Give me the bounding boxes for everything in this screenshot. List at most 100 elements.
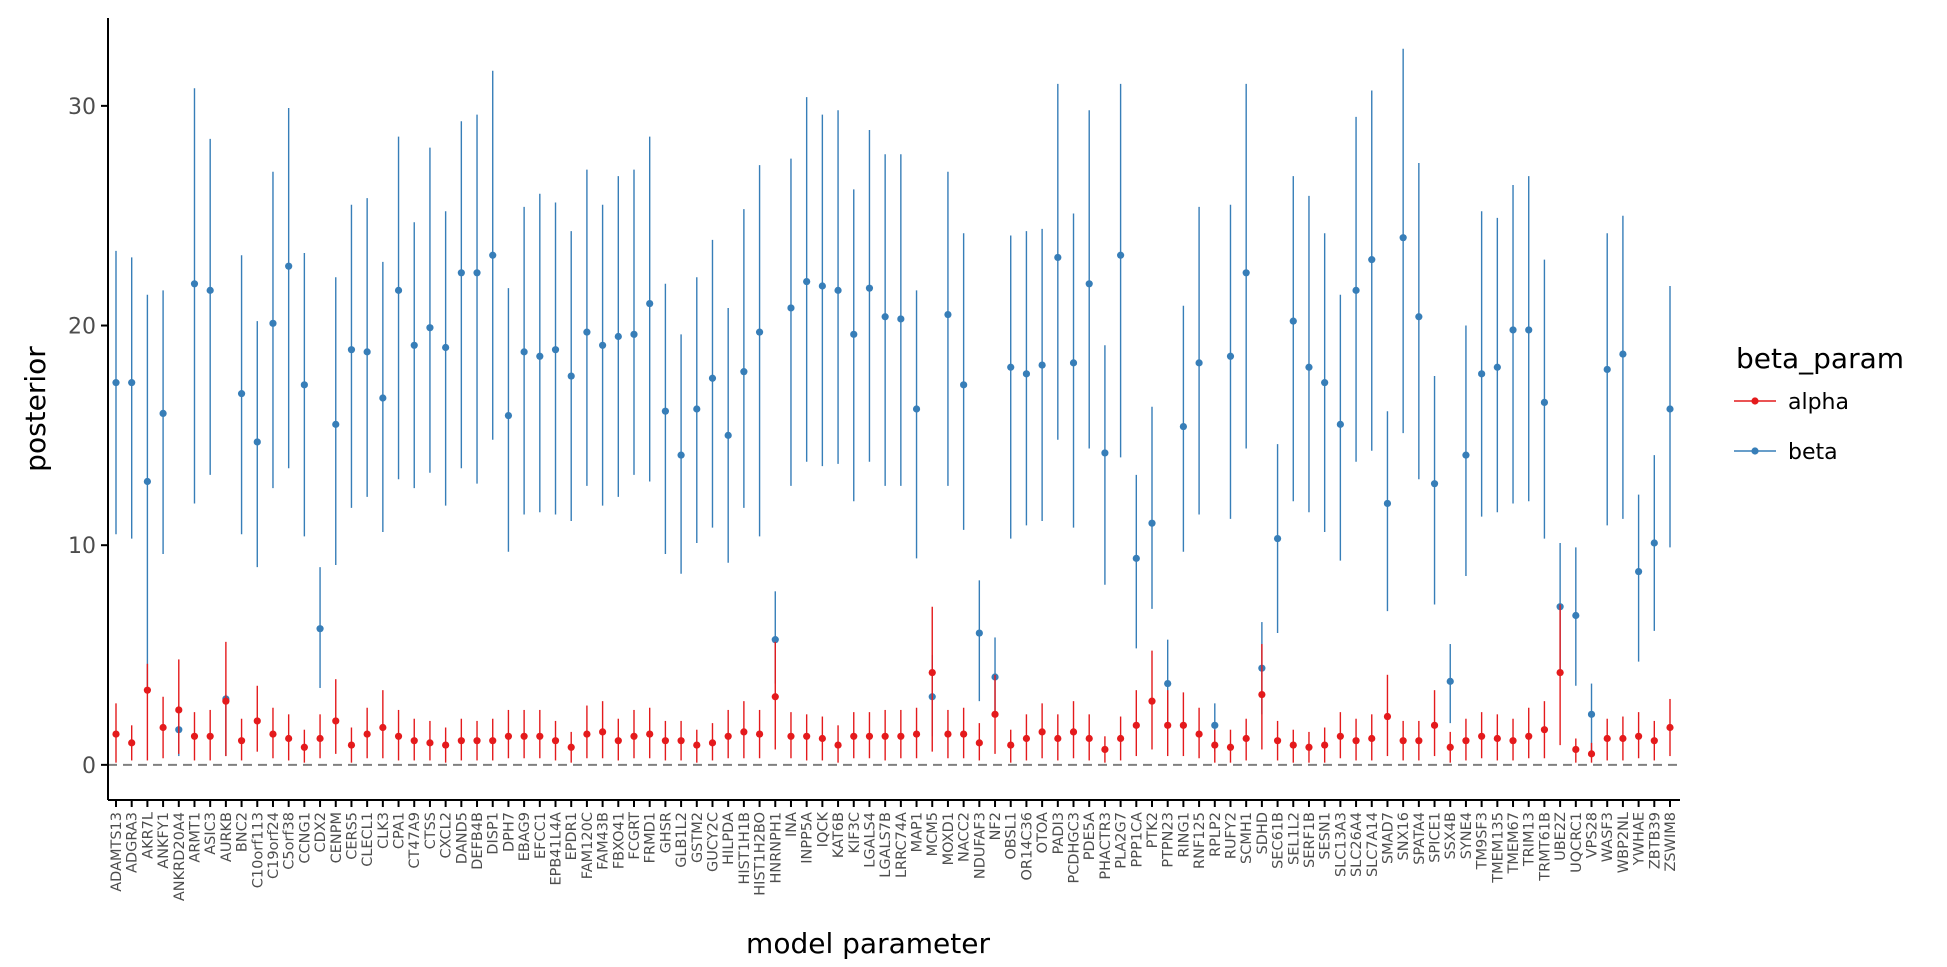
beta-point-DISP1	[489, 251, 497, 259]
x-tick-label: MCM5	[925, 812, 941, 856]
alpha-point-C10orf113	[253, 717, 261, 725]
alpha-point-RNF125	[1195, 730, 1203, 738]
x-tick-label: KAT6B	[831, 812, 847, 858]
alpha-point-TMEM67	[1509, 737, 1517, 745]
beta-point-HILPDA	[724, 431, 732, 439]
alpha-point-LRRC74A	[897, 732, 905, 740]
alpha-point-SLC7A14	[1368, 734, 1376, 743]
x-tick-label: NF2	[988, 812, 1004, 840]
alpha-point-ARMT1	[190, 732, 199, 740]
alpha-point-SSX4B	[1446, 743, 1454, 751]
x-tick-label: DPH7	[501, 812, 517, 852]
x-tick-label: FAM43B	[596, 812, 612, 870]
x-tick-label: LRRC74A	[894, 812, 910, 878]
x-tick-label: MAP1	[910, 812, 926, 852]
x-tick-label: CLK3	[376, 812, 392, 849]
beta-point-RNF125	[1195, 359, 1203, 367]
alpha-point-C19orf24	[269, 730, 277, 738]
beta-point-FBXO41	[614, 332, 622, 341]
beta-point-CDX2	[316, 625, 324, 633]
beta-point-INA	[787, 304, 795, 312]
beta-point-GSTM2	[693, 405, 701, 413]
alpha-point-IQCK	[818, 734, 826, 743]
alpha-point-SDHD	[1258, 690, 1266, 699]
x-tick-label: FAM120C	[580, 812, 596, 879]
beta-point-LGALS4	[865, 284, 874, 292]
alpha-point-TRMT61B	[1540, 726, 1549, 734]
beta-point-ADGRA3	[128, 379, 136, 387]
x-tick-label: EBAG9	[517, 812, 533, 861]
beta-point-SCMH1	[1242, 269, 1250, 277]
alpha-point-INA	[787, 732, 795, 740]
beta-point-C19orf24	[269, 319, 277, 327]
x-tick-label: EFCC1	[533, 812, 549, 859]
alpha-point-FBXO41	[614, 737, 622, 745]
beta-point-ANKFY1	[159, 409, 167, 417]
alpha-point-SEC61B	[1273, 737, 1282, 745]
alpha-point-SLC13A3	[1336, 732, 1344, 740]
series-beta	[112, 48, 1674, 757]
alpha-point-DISP1	[489, 737, 497, 745]
x-tick-label: SMAD7	[1380, 812, 1396, 864]
alpha-point-FCGRT	[630, 732, 638, 740]
x-tick-label: DAND5	[454, 812, 470, 864]
beta-point-OTOA	[1038, 361, 1046, 369]
y-axis: 0 10 20 30	[68, 18, 109, 800]
beta-point-MOXD1	[944, 310, 952, 319]
beta-point-SEC61B	[1273, 535, 1282, 543]
x-tick-label: CLECL1	[360, 812, 376, 867]
x-tick-label: ARMT1	[187, 812, 203, 863]
beta-point-GHSR	[661, 407, 669, 415]
x-tick-label: EPDR1	[564, 812, 580, 860]
beta-point-RUFY2	[1226, 352, 1235, 360]
alpha-point-OR14C36	[1022, 734, 1031, 743]
beta-point-TRMT61B	[1540, 398, 1549, 407]
x-tick-label: RPLP2	[1208, 812, 1224, 857]
x-tick-label: DEFB4B	[470, 812, 486, 870]
x-tick-label: PPP1CA	[1129, 812, 1145, 868]
beta-point-SLC13A3	[1336, 420, 1344, 428]
alpha-point-OBSL1	[1007, 741, 1015, 749]
alpha-point-TM9SF3	[1478, 732, 1486, 740]
beta-point-CXCL2	[442, 343, 450, 352]
alpha-point-SPATA4	[1415, 737, 1423, 745]
x-tick-label: SCMH1	[1239, 812, 1255, 864]
beta-point-FAM120C	[583, 328, 591, 336]
alpha-point-CLK3	[379, 723, 387, 732]
legend-item-alpha: alpha	[1734, 390, 1849, 415]
alpha-point-UQCRC1	[1572, 745, 1580, 754]
alpha-point-RPLP2	[1211, 741, 1219, 749]
x-tick-label: NDUFAF3	[972, 812, 988, 879]
alpha-point-SLC26A4	[1352, 737, 1360, 745]
beta-point-PPP1CA	[1132, 554, 1140, 562]
alpha-point-HILPDA	[724, 732, 732, 740]
beta-point-CERS5	[347, 346, 356, 354]
beta-point-ARMT1	[190, 280, 199, 288]
alpha-point-PCDHGC3	[1069, 728, 1078, 736]
alpha-point-KAT6B	[834, 741, 842, 749]
alpha-point-RING1	[1179, 721, 1187, 729]
beta-point-PCDHGC3	[1069, 359, 1078, 367]
x-tick-label: SERF1B	[1302, 812, 1318, 868]
alpha-point-SESN1	[1321, 741, 1329, 749]
alpha-point-GUCY2C	[708, 739, 717, 747]
beta-point-SLC7A14	[1368, 256, 1376, 264]
beta-point-HIST1H1B	[740, 368, 748, 376]
x-tick-label: RUFY2	[1223, 812, 1239, 859]
alpha-point-SNX16	[1399, 737, 1407, 745]
alpha-point-WASF3	[1603, 734, 1611, 743]
x-tick-label: OR14C36	[1019, 812, 1035, 881]
beta-point-OR14C36	[1022, 370, 1031, 378]
beta-point-RPLP2	[1211, 721, 1219, 729]
beta-point-INPP5A	[803, 277, 811, 286]
beta-point-FAM43B	[599, 341, 607, 349]
beta-point-C10orf113	[253, 438, 261, 446]
x-tick-label: CPA1	[392, 812, 408, 849]
x-tick-label: HILPDA	[721, 812, 737, 865]
x-tick-label: SDHD	[1255, 812, 1271, 854]
x-tick-label: INPP5A	[800, 812, 816, 864]
x-tick-label: NACC2	[957, 812, 973, 862]
x-tick-label: RING1	[1176, 812, 1192, 858]
x-tick-label: SNX16	[1396, 812, 1412, 860]
beta-point-HNRNPH1	[771, 636, 779, 644]
